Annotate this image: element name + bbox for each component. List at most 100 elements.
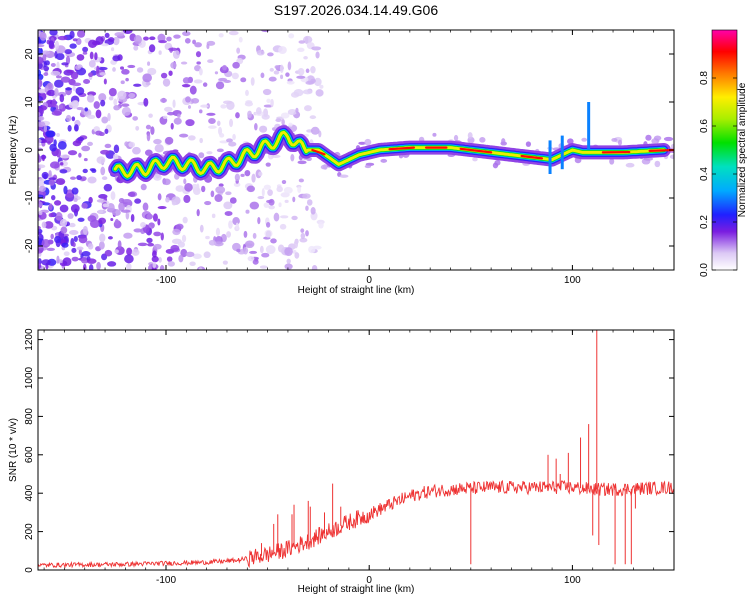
spectrogram-noise-cell: [94, 52, 98, 61]
spectrogram-noise-cell: [226, 231, 231, 238]
spectrogram-noise-cell: [123, 232, 133, 239]
spectrogram-noise-cell: [104, 32, 110, 38]
colorbar-tick-label: 0.2: [699, 215, 710, 229]
spectrogram-noise-cell: [170, 122, 174, 130]
spectrogram-noise-cell: [130, 213, 135, 223]
spectrogram-noise-cell: [260, 72, 265, 79]
spectrogram-noise-cell: [113, 98, 118, 106]
spectrogram-noise-cell: [183, 194, 191, 204]
spectrogram-noise-cell: [114, 32, 125, 37]
spectrogram-noise-cell: [41, 171, 49, 179]
spectrogram-noise-cell: [213, 241, 224, 247]
snr-y-tick-label: 400: [24, 484, 35, 501]
spectrogram-noise-cell: [298, 40, 306, 44]
spectrogram-noise-cell: [286, 80, 295, 85]
snr-x-tick-label: 0: [366, 575, 372, 586]
spectrogram-noise-cell: [195, 51, 202, 58]
spectrogram-noise-cell: [172, 228, 181, 236]
spectrogram-noise-cell: [216, 120, 221, 126]
spectrogram-noise-cell: [180, 61, 188, 65]
spectrogram-noise-cell: [73, 197, 78, 202]
spectrogram-noise-cell: [280, 74, 284, 80]
spectrogram-noise-cell: [72, 38, 78, 42]
colorbar: 0.0 0.2 0.4 0.6 0.8 Normalized spectral ampl…: [699, 29, 748, 277]
spectrogram-noise-cell: [154, 144, 164, 153]
spectrogram-noise-cell: [249, 201, 260, 210]
spectrogram-noise-cell: [165, 197, 170, 203]
spectrogram-noise-cell: [87, 141, 93, 147]
spectrogram-noise-cell: [77, 217, 85, 222]
spectrogram-noise-cell: [166, 36, 172, 42]
spectrogram-noise-cell: [231, 72, 239, 80]
spectrogram-noise-cell: [219, 140, 229, 144]
spectrogram-noise-cell: [107, 236, 113, 240]
spectrogram-noise-cell: [144, 149, 153, 156]
spectrogram-noise-cell: [121, 69, 130, 75]
spectrogram-noise-cell: [49, 161, 60, 169]
spectrogram-noise-cell: [279, 223, 287, 230]
spectrogram-noise-cell: [315, 89, 324, 97]
snr-plot-area: [38, 330, 674, 570]
spectrogram-noise-cell: [263, 202, 270, 208]
spectrogram-noise-cell: [60, 226, 68, 234]
spectrogram-noise-cell: [146, 132, 151, 142]
spectrogram-y-tick-label: 0: [24, 147, 35, 153]
spectrogram-noise-cell: [73, 124, 79, 132]
spectrogram-noise-cell: [137, 242, 148, 247]
spectrogram-noise-cell: [218, 126, 223, 136]
spectrogram-noise-cell: [38, 73, 44, 81]
spectrogram-noise-cell: [191, 183, 199, 191]
spectrogram-noise-cell: [49, 143, 57, 152]
spectrogram-noise-cell: [49, 30, 58, 36]
spectrogram-noise-cell: [44, 221, 54, 229]
spectrogram-noise-cell: [38, 116, 45, 121]
spectrogram-noise-cell: [142, 73, 152, 83]
spectrogram-noise-cell: [185, 119, 195, 127]
spectrogram-noise-cell: [251, 173, 256, 183]
spectrogram-noise-cell: [268, 76, 277, 82]
spectrogram-noise-cell: [208, 125, 217, 129]
spectrogram-noise-cell: [218, 33, 224, 38]
spectrogram-noise-cell: [364, 164, 372, 169]
spectrogram-noise-cell: [145, 124, 152, 130]
spectrogram-noise-cell: [261, 114, 270, 120]
spectrogram-y-ticks: -20 -10 0 10 20: [24, 48, 674, 253]
spectrogram-noise-cell: [168, 47, 178, 52]
spectrogram-noise-cell: [157, 193, 162, 201]
spectrogram-noise-cell: [65, 114, 72, 122]
spectrogram-noise-cell: [311, 265, 318, 270]
spectrogram-noise-cell: [233, 182, 241, 187]
spectrogram-noise-cell: [56, 61, 60, 70]
snr-y-tick-label: 800: [24, 408, 35, 425]
spectrogram-noise-cell: [299, 237, 308, 243]
spectrogram-noise-cell: [103, 183, 113, 192]
spectrogram-noise-cell: [494, 159, 501, 166]
spectrogram-noise-cell: [206, 112, 216, 116]
spectrogram-noise-cell: [48, 179, 55, 186]
spectrogram-noise-cell: [300, 228, 305, 233]
spectrogram-noise-cell: [284, 199, 289, 203]
spectrogram-noise-cell: [41, 221, 47, 229]
spectrogram-noise-cell: [96, 156, 106, 164]
spectrogram-noise-cell: [208, 239, 217, 246]
spectrogram-noise-cell: [262, 88, 272, 96]
chart-title: S197.2026.034.14.49.G06: [274, 2, 438, 18]
spectrogram-noise-cell: [81, 202, 88, 209]
spectrogram-noise-cell: [358, 141, 366, 145]
spectrogram-noise-cell: [128, 141, 136, 148]
spectrogram-noise-cell: [38, 178, 46, 187]
spectrogram-noise-cell: [267, 52, 274, 57]
spectrogram-noise-cell: [83, 157, 88, 162]
spectrogram-noise-cell: [38, 56, 44, 64]
spectrogram-noise-cell: [108, 96, 114, 101]
spectrogram-noise-cell: [246, 185, 255, 193]
spectrogram-noise-cell: [87, 243, 94, 250]
spectrogram-noise-cell: [132, 146, 141, 155]
spectrogram-noise-cell: [187, 135, 196, 141]
spectrogram-noise-cell: [288, 33, 295, 39]
spectrogram-noise-cell: [234, 173, 240, 182]
spectrogram-noise-cell: [107, 261, 117, 267]
spectrogram-noise-cell: [250, 77, 255, 86]
spectrogram-noise-cell: [181, 83, 191, 88]
spectrogram-noise-cell: [467, 132, 473, 140]
